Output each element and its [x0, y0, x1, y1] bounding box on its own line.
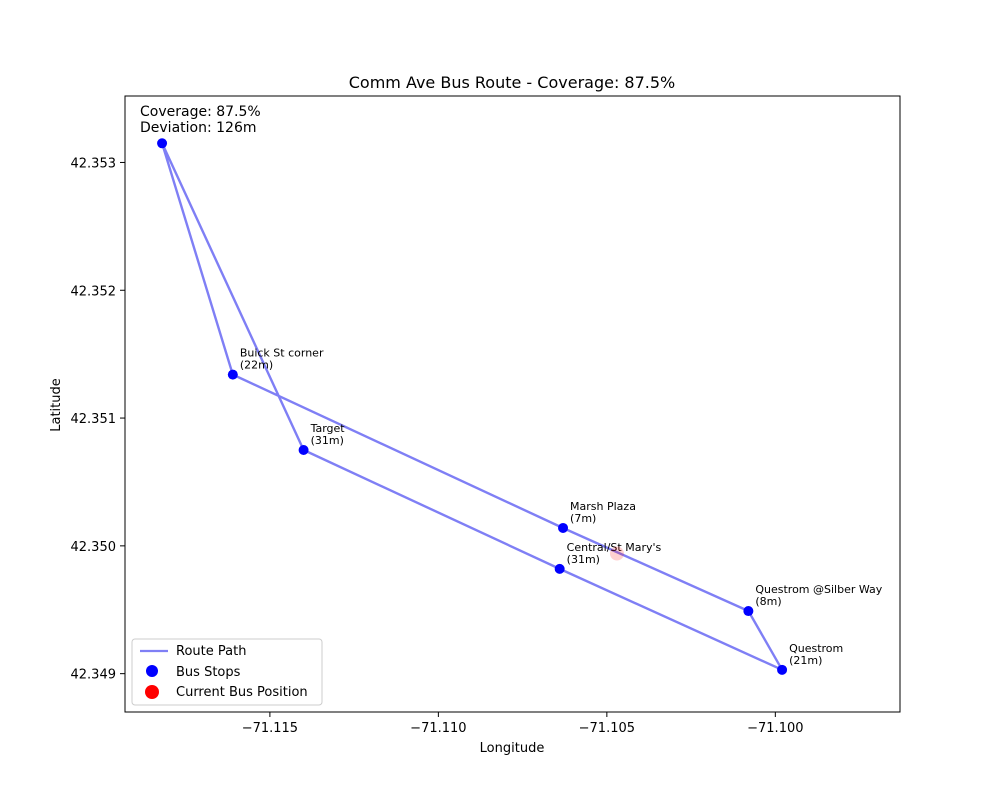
y-tick-label: 42.351	[71, 412, 117, 427]
bus-stop-name-label: Target	[310, 422, 346, 435]
bus-stop-distance-label: (21m)	[789, 654, 822, 667]
y-tick-label: 42.352	[71, 284, 117, 299]
bus-stop-marker	[777, 664, 788, 675]
bus-stop-name-label: Buick St corner	[240, 347, 324, 360]
x-axis-label: Longitude	[480, 741, 545, 756]
bus-stop-marker	[298, 445, 309, 456]
bus-stop-distance-label: (8m)	[755, 595, 781, 608]
bus-stop-name-label: Questrom @Silber Way	[755, 583, 882, 596]
bus-stop-distance-label: (31m)	[311, 434, 344, 447]
x-axis: −71.115 −71.110 −71.105 −71.100	[242, 712, 804, 736]
y-tick-label: 42.350	[71, 540, 117, 555]
coverage-info-text: Coverage: 87.5%	[140, 104, 261, 120]
legend-bus-position-swatch	[145, 685, 159, 699]
legend-box	[131, 638, 323, 706]
y-axis: 42.349 42.350 42.351 42.352 42.353	[71, 156, 125, 683]
legend-bus-stops-label: Bus Stops	[176, 665, 241, 680]
bus-stop-distance-label: (7m)	[570, 512, 596, 525]
x-tick-label: −71.105	[579, 721, 635, 736]
plot-area: Buick St corner(22m)Target(31m)Marsh Pla…	[140, 104, 883, 675]
bus-stop-marker	[558, 522, 569, 533]
plot-frame	[124, 95, 901, 713]
bus-stop-marker	[554, 563, 565, 574]
x-tick-label: −71.100	[747, 721, 803, 736]
legend-bus-position-label: Current Bus Position	[176, 685, 308, 700]
x-tick-label: −71.110	[410, 721, 466, 736]
bus-stop-distance-label: (31m)	[567, 553, 600, 566]
bus-stop-marker	[743, 606, 754, 617]
bus-stop-name-label: Marsh Plaza	[570, 500, 636, 513]
y-tick-label: 42.353	[71, 156, 117, 171]
x-tick-label: −71.115	[242, 721, 298, 736]
current-bus-position-marker	[609, 546, 624, 561]
legend-route-path-label: Route Path	[176, 644, 246, 659]
chart-title: Comm Ave Bus Route - Coverage: 87.5%	[349, 73, 676, 92]
bus-stop-distance-label: (22m)	[240, 359, 273, 372]
legend: Route Path Bus Stops Current Bus Positio…	[131, 638, 323, 706]
deviation-info-text: Deviation: 126m	[140, 120, 257, 136]
y-tick-label: 42.349	[71, 668, 117, 683]
bus-stop-marker	[227, 369, 238, 380]
legend-bus-stops-swatch	[146, 665, 158, 677]
bus-stop-marker	[157, 138, 168, 149]
route-path-line	[160, 142, 784, 671]
bus-stop-name-label: Central/St Mary's	[567, 541, 662, 554]
bus-stop-name-label: Questrom	[789, 642, 843, 655]
y-axis-label: Latitude	[49, 378, 64, 432]
